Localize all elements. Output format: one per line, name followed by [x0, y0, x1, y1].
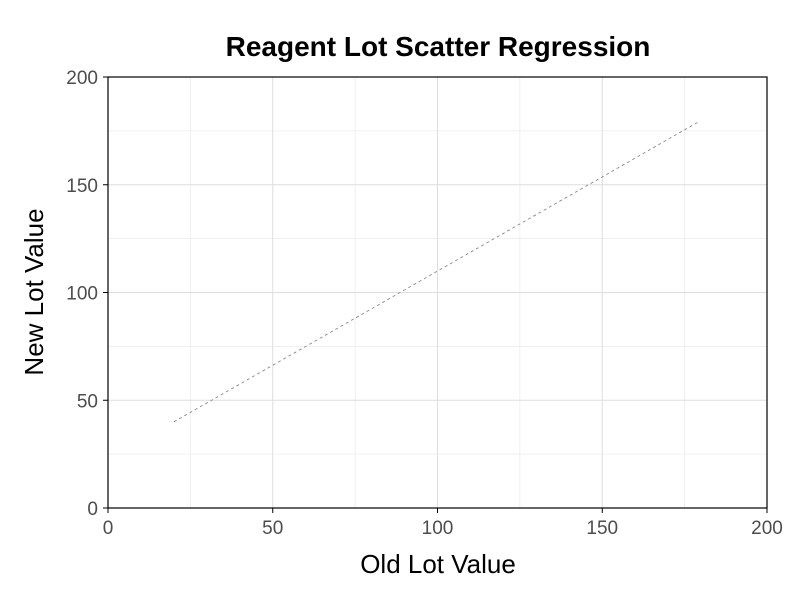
x-tick-label: 150: [586, 518, 618, 539]
y-tick-label: 0: [87, 499, 98, 520]
tick-layer: 0 50 100 150 200 0 50 100 150 200: [66, 68, 783, 539]
y-axis-label: New Lot Value: [19, 208, 49, 375]
x-axis-label: Old Lot Value: [360, 549, 516, 579]
x-tick-label: 50: [262, 518, 283, 539]
x-tick-label: 100: [422, 518, 454, 539]
y-tick-label: 50: [77, 391, 98, 412]
y-tick-label: 100: [66, 284, 98, 305]
x-tick-label: 200: [751, 518, 783, 539]
regression-line: [173, 121, 699, 423]
data-layer: [173, 121, 699, 423]
y-tick-label: 200: [66, 68, 98, 89]
grid-layer: [107, 76, 768, 509]
chart-title: Reagent Lot Scatter Regression: [226, 31, 651, 62]
x-tick-label: 0: [103, 518, 114, 539]
y-tick-label: 150: [66, 176, 98, 197]
